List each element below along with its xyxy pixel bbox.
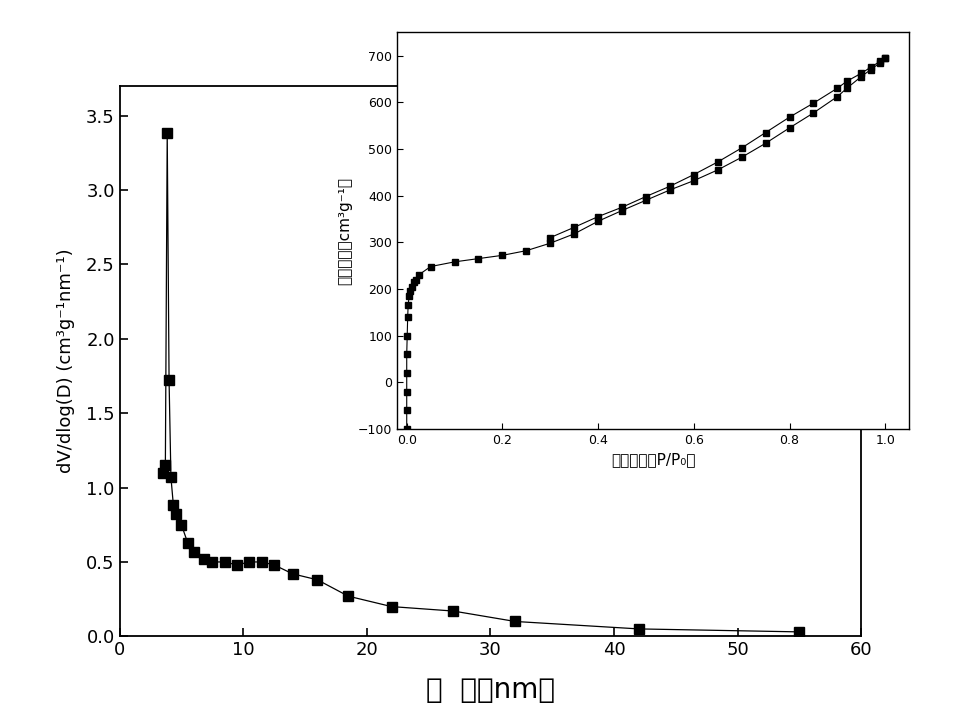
Y-axis label: 吸附体积（cm³g⁻¹）: 吸附体积（cm³g⁻¹） [338, 177, 352, 285]
X-axis label: 孔  径（nm）: 孔 径（nm） [426, 676, 555, 704]
Y-axis label: dV/dlog(D) (cm³g⁻¹nm⁻¹): dV/dlog(D) (cm³g⁻¹nm⁻¹) [56, 249, 75, 473]
X-axis label: 相对压力（P/P₀）: 相对压力（P/P₀） [611, 453, 696, 468]
